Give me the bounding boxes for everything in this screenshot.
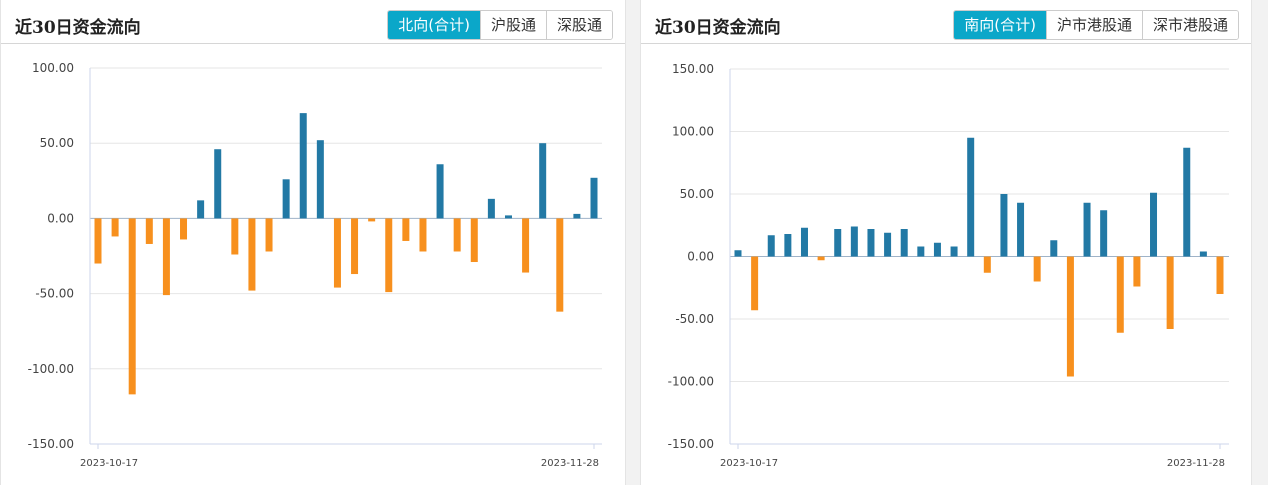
bar: [817, 256, 825, 261]
tab-group: 南向(合计) 沪市港股通 深市港股通: [953, 10, 1239, 40]
bar: [590, 177, 598, 219]
bar: [351, 218, 359, 275]
bar: [333, 218, 341, 288]
x-tick-label-end: 2023-11-28: [541, 458, 599, 469]
y-tick-label: -150.00: [28, 437, 74, 451]
bar: [197, 200, 205, 219]
southbound-chart: 150.00 100.00 50.00 0.00 -50.00 -100.00 -150.0…: [668, 62, 1229, 469]
x-tick-label-start: 2023-10-17: [80, 458, 138, 469]
y-tick-label: -150.00: [668, 437, 714, 451]
y-tick-label: -100.00: [28, 362, 74, 376]
bar: [522, 218, 530, 273]
bar: [1199, 251, 1207, 257]
bar: [784, 234, 792, 257]
y-tick-label: 150.00: [672, 62, 714, 76]
bar: [265, 218, 273, 252]
northbound-chart: 100.00 50.00 0.00 -50.00 -100.00 -150.00 2023-…: [28, 61, 602, 469]
bar: [1166, 256, 1174, 329]
y-tick-label: -100.00: [668, 375, 714, 389]
bar: [1050, 240, 1058, 257]
bar: [128, 218, 136, 395]
panel-title: 近30日资金流向: [655, 18, 781, 38]
panel-header: 近30日资金流向 南向(合计) 沪市港股通 深市港股通: [641, 0, 1251, 44]
bar: [950, 246, 958, 257]
tab-shenzhen-hk-connect[interactable]: 深市港股通: [1141, 11, 1238, 39]
bar: [1083, 202, 1091, 257]
bar: [1133, 256, 1141, 287]
bar: [556, 218, 564, 312]
panel-header: 近30日资金流向 北向(合计) 沪股通 深股通: [1, 0, 625, 44]
bar: [751, 256, 759, 311]
bar: [111, 218, 119, 237]
bar: [539, 143, 547, 219]
bar: [1066, 256, 1074, 377]
bar: [1033, 256, 1041, 282]
x-tick-label-start: 2023-10-17: [720, 458, 778, 469]
bar: [180, 218, 188, 240]
bar: [850, 226, 858, 257]
bar: [453, 218, 461, 252]
y-tick-label: 100.00: [32, 61, 74, 75]
tab-shanghai-hk-connect[interactable]: 沪市港股通: [1045, 11, 1142, 39]
bar: [94, 218, 102, 264]
bar: [436, 164, 444, 219]
bar: [1150, 192, 1158, 257]
bar: [402, 218, 410, 241]
x-tick-label-end: 2023-11-28: [1167, 458, 1225, 469]
bar: [419, 218, 427, 252]
bar: [299, 113, 307, 219]
bar: [1183, 147, 1191, 257]
y-tick-label: 0.00: [687, 250, 714, 264]
bar: [385, 218, 393, 293]
bar: [900, 229, 908, 257]
tab-southbound-total[interactable]: 南向(合计): [954, 11, 1046, 39]
bar: [214, 149, 222, 219]
y-tick-label: 50.00: [40, 136, 74, 150]
bar: [933, 242, 941, 257]
bar: [884, 232, 892, 257]
bar: [734, 250, 742, 257]
bar: [231, 218, 239, 255]
tab-northbound-total[interactable]: 北向(合计): [388, 11, 480, 39]
y-tick-label: 50.00: [680, 187, 714, 201]
bar: [983, 256, 991, 273]
bar: [800, 227, 808, 257]
bar: [767, 235, 775, 257]
bar: [1017, 202, 1025, 257]
y-tick-label: -50.00: [675, 312, 714, 326]
bar: [1116, 256, 1124, 333]
bar: [1216, 256, 1224, 294]
bar: [162, 218, 170, 296]
y-tick-label: 0.00: [47, 211, 74, 225]
bar: [867, 229, 875, 257]
bar: [368, 218, 376, 222]
bar: [967, 137, 975, 257]
bar: [573, 213, 581, 219]
bar: [248, 218, 256, 291]
bar: [316, 140, 324, 219]
bar: [282, 179, 290, 219]
y-tick-label: -50.00: [35, 287, 74, 301]
tab-group: 北向(合计) 沪股通 深股通: [387, 10, 613, 40]
bar: [504, 215, 512, 219]
bar: [1000, 194, 1008, 257]
bar: [487, 198, 495, 219]
bar: [917, 246, 925, 257]
panel-title: 近30日资金流向: [15, 18, 141, 38]
bar: [470, 218, 478, 263]
southbound-panel: 近30日资金流向 南向(合计) 沪市港股通 深市港股通 150.00 100.00…: [640, 0, 1252, 485]
y-tick-label: 100.00: [672, 125, 714, 139]
tab-shenzhen-connect[interactable]: 深股通: [545, 11, 612, 39]
tab-shanghai-connect[interactable]: 沪股通: [479, 11, 546, 39]
bar: [1100, 210, 1108, 257]
bar: [834, 229, 842, 257]
bar: [145, 218, 153, 244]
northbound-panel: 近30日资金流向 北向(合计) 沪股通 深股通 100.00 50.00 0.00 -…: [0, 0, 626, 485]
